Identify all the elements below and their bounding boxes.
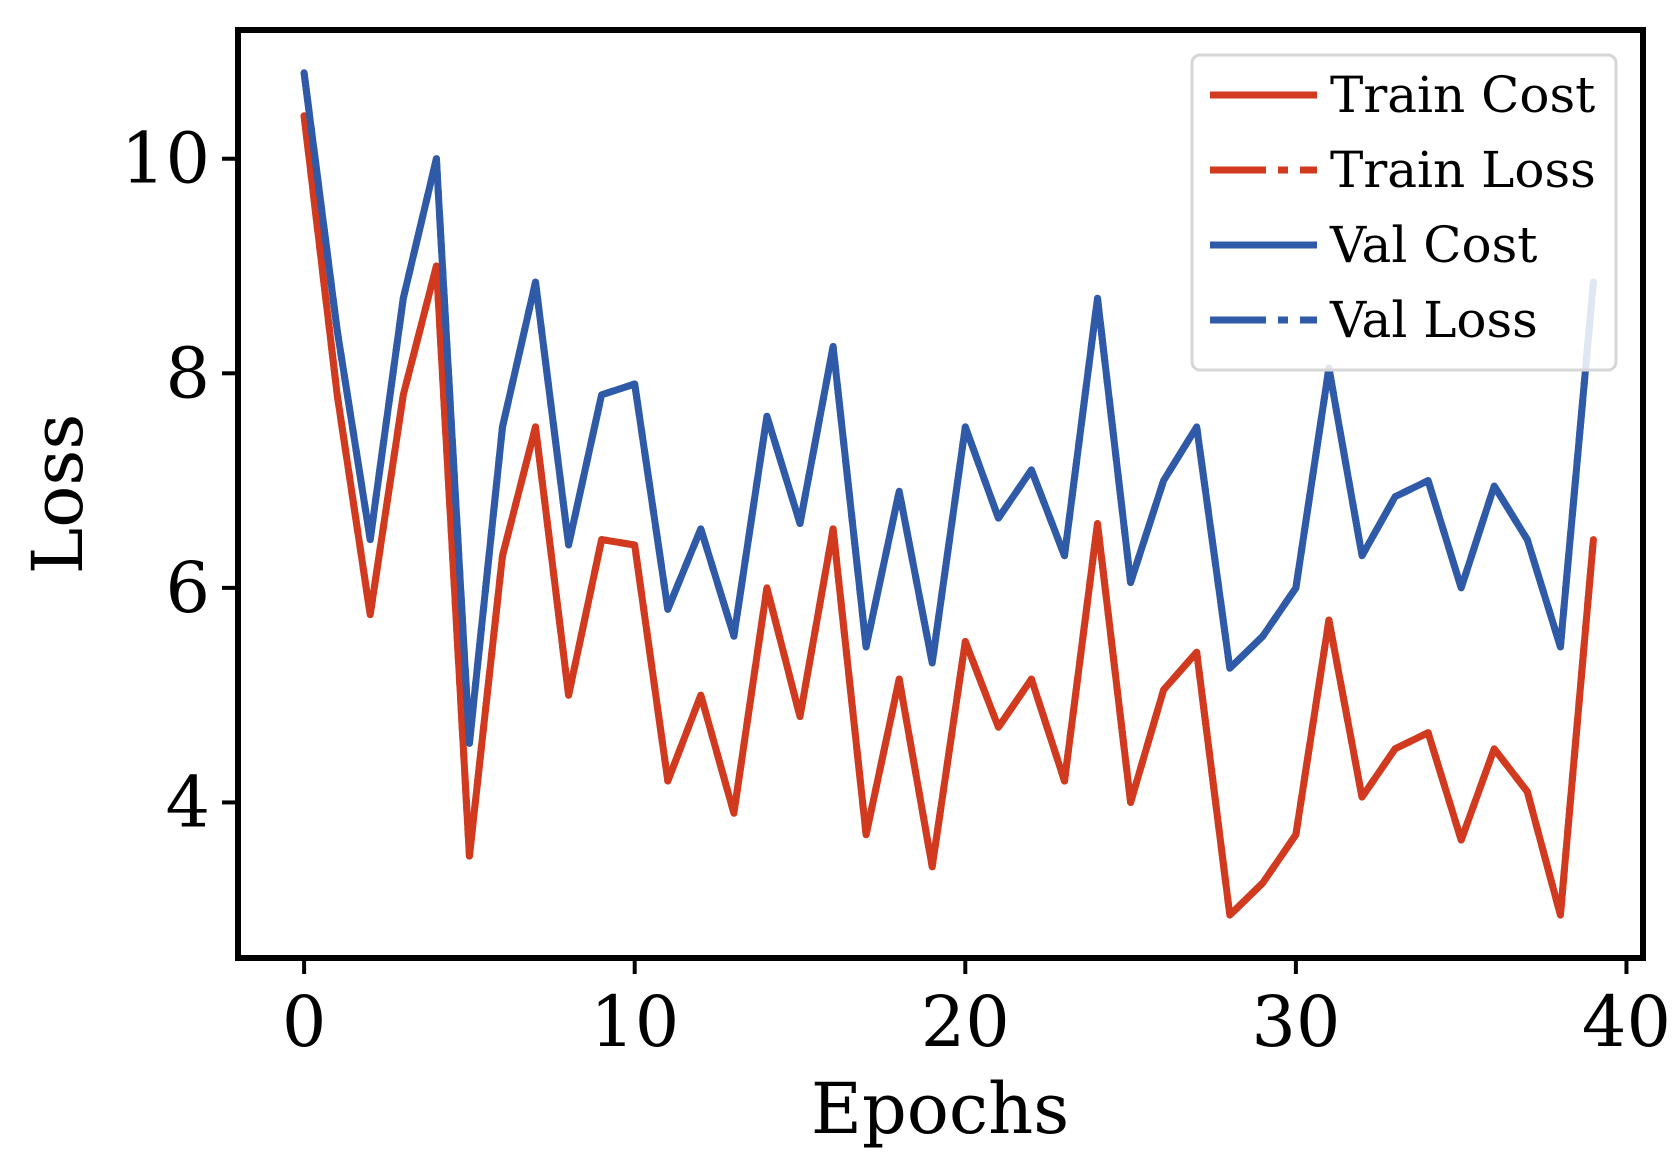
series-layer — [300, 69, 1597, 919]
y-tick-label-10: 10 — [121, 118, 210, 200]
y-tick-label-6: 6 — [165, 547, 210, 629]
x-tick-label-20: 20 — [921, 981, 1010, 1063]
series-line-val-cost — [300, 69, 1597, 747]
legend: Train Cost Train Loss Val Cost Val Loss — [1190, 53, 1618, 372]
series-line-train-cost — [300, 112, 1597, 919]
legend-label-val-loss: Val Loss — [1329, 291, 1538, 349]
x-tick-label-0: 0 — [282, 981, 327, 1063]
legend-box — [1190, 53, 1618, 372]
plot-frame — [235, 27, 1646, 961]
y-tick-label-8: 8 — [165, 332, 210, 414]
x-tick-label-30: 30 — [1251, 981, 1340, 1063]
y-axis-ticks: 4 6 8 10 — [121, 118, 238, 843]
legend-label-val-cost: Val Cost — [1329, 216, 1537, 274]
x-axis-title: Epochs — [811, 1068, 1069, 1150]
legend-label-train-loss: Train Loss — [1330, 141, 1596, 199]
legend-label-train-cost: Train Cost — [1330, 66, 1595, 124]
x-tick-label-40: 40 — [1582, 981, 1671, 1063]
x-tick-label-10: 10 — [590, 981, 679, 1063]
y-axis-title: Loss — [17, 414, 99, 574]
y-tick-label-4: 4 — [165, 761, 210, 843]
x-axis-ticks: 0 10 20 30 40 — [282, 958, 1671, 1063]
